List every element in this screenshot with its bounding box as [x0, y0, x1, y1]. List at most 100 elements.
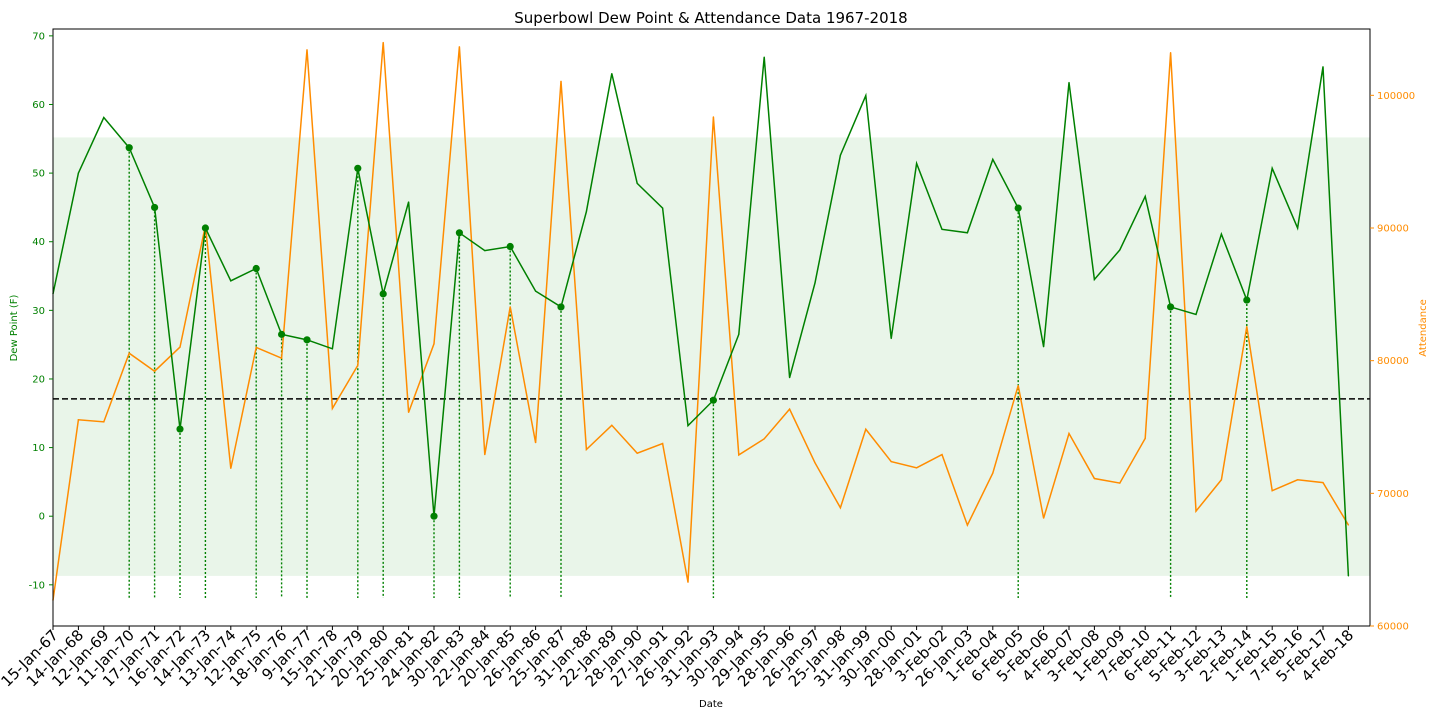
dew-point-marker — [125, 144, 133, 152]
y-left-tick-label: 70 — [32, 31, 45, 42]
attendance-point — [1347, 524, 1349, 526]
dew-point-point — [1119, 249, 1121, 251]
attendance-point — [281, 357, 283, 359]
attendance-point — [839, 507, 842, 509]
y-left-tick-label: 10 — [32, 443, 45, 454]
chart-title: Superbowl Dew Point & Attendance Data 19… — [514, 9, 907, 27]
dew-point-marker — [151, 203, 159, 212]
y-left-tick-label: 50 — [32, 169, 45, 180]
dew-point-point — [941, 228, 943, 230]
attendance-line — [52, 42, 1350, 601]
dew-point-point — [1347, 575, 1349, 577]
dew-point-point — [611, 73, 613, 75]
dew-point-point — [1093, 278, 1095, 281]
y-right-tick-label: 60000 — [1377, 622, 1409, 633]
attendance-point — [230, 467, 232, 469]
attendance-point — [509, 306, 511, 308]
dew-point-point — [1068, 81, 1070, 84]
attendance-point — [382, 41, 384, 44]
dew-point-point — [585, 210, 588, 213]
attendance-point — [763, 438, 765, 440]
y-right-tick-label: 80000 — [1377, 356, 1409, 367]
y-axis-right-label: Attendance — [1418, 299, 1429, 356]
y-left-tick-label: 20 — [32, 374, 45, 385]
attendance-point — [560, 80, 562, 82]
plot-area: -10 0 10 20 30 40 50 60 70 60000 70000 80000 90000 10… — [0, 28, 1415, 690]
dew-point-line — [52, 57, 1350, 576]
dew-point-point — [103, 116, 105, 119]
dew-point-point — [1195, 313, 1197, 316]
dew-point-point — [1297, 227, 1299, 229]
attendance-point — [1119, 482, 1121, 484]
attendance-point — [433, 343, 435, 345]
dew-point-point — [814, 282, 816, 284]
attendance-point — [1195, 510, 1197, 512]
dew-point-point — [966, 232, 969, 234]
dew-point-marker — [379, 290, 387, 298]
dew-point-point — [1271, 167, 1273, 169]
y-axis-left-label: Dew Point (F) — [9, 295, 20, 362]
attendance-point — [1322, 482, 1324, 484]
attendance-point — [179, 346, 181, 348]
attendance-point — [77, 419, 79, 421]
attendance-point — [941, 453, 943, 456]
dew-point-point — [687, 425, 689, 427]
dew-point-marker — [354, 164, 362, 172]
attendance-point — [712, 116, 715, 118]
dew-point-marker — [506, 242, 514, 251]
attendance-point — [458, 46, 460, 48]
attendance-point — [357, 364, 359, 367]
attendance-point — [1271, 490, 1273, 492]
attendance-point — [636, 452, 638, 454]
dew-point-point — [865, 94, 867, 97]
dew-point-point — [738, 333, 740, 335]
attendance-point — [306, 49, 308, 51]
y-left-tick-label: 0 — [39, 512, 45, 523]
dew-point-marker — [1167, 303, 1175, 311]
y-left-tick-label: 60 — [32, 100, 45, 111]
dew-point-point — [230, 280, 232, 282]
attendance-point — [128, 352, 130, 354]
y-left-tick-label: 40 — [32, 237, 45, 248]
dew-point-point — [1144, 195, 1146, 198]
dew-point-point — [662, 207, 664, 209]
dew-point-marker — [176, 425, 184, 433]
dew-point-point — [535, 290, 537, 292]
attendance-point — [154, 370, 156, 372]
dew-point-point — [992, 158, 994, 160]
dew-point-point — [408, 201, 410, 203]
dew-point-point — [1043, 346, 1045, 348]
x-axis-label: Date — [699, 699, 723, 710]
attendance-point — [535, 442, 537, 444]
attendance-point — [331, 407, 333, 410]
attendance-point — [1144, 437, 1146, 439]
y-left-tick-label: 30 — [32, 306, 45, 317]
dew-point-point — [789, 376, 791, 379]
y-right-tick-label: 90000 — [1377, 224, 1409, 235]
y-right-tick-label: 100000 — [1377, 91, 1415, 102]
dew-point-point — [331, 348, 333, 350]
attendance-point — [1043, 517, 1045, 519]
dew-point-marker — [278, 330, 286, 338]
dew-point-point — [763, 56, 765, 58]
dew-point-marker — [557, 303, 565, 311]
attendance-point — [966, 524, 969, 526]
range-band — [53, 137, 1370, 576]
attendance-point — [255, 346, 257, 349]
attendance-point — [1170, 52, 1172, 54]
attendance-point — [1068, 432, 1070, 435]
dew-point-point — [890, 337, 892, 340]
dew-point-marker — [303, 336, 311, 344]
attendance-point — [1297, 479, 1299, 481]
attendance-point — [738, 454, 740, 456]
attendance-point — [890, 461, 892, 463]
attendance-point — [1246, 326, 1248, 328]
dew-point-marker — [252, 264, 260, 273]
dew-point-point — [77, 172, 79, 174]
dew-point-point — [916, 162, 918, 165]
attendance-point — [484, 453, 486, 456]
y-right-tick-label: 70000 — [1377, 489, 1409, 500]
dew-point-marker — [201, 224, 209, 232]
attendance-point — [865, 428, 867, 430]
